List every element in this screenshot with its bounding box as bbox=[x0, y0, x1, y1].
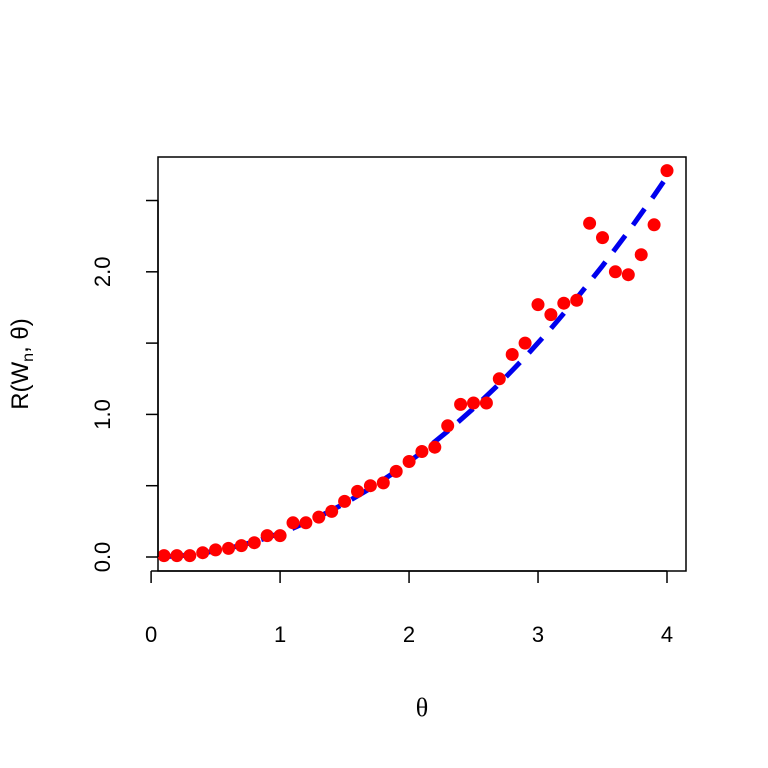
data-point bbox=[596, 231, 609, 245]
x-tick-label: 0 bbox=[145, 622, 157, 647]
data-point bbox=[531, 298, 545, 312]
data-point bbox=[260, 529, 274, 543]
data-point bbox=[544, 308, 558, 322]
data-point bbox=[428, 440, 442, 454]
x-tick-label: 2 bbox=[403, 622, 415, 647]
data-point bbox=[467, 396, 480, 410]
data-point bbox=[247, 536, 261, 550]
x-tick-label: 4 bbox=[661, 622, 673, 647]
data-point bbox=[492, 372, 506, 386]
data-point bbox=[376, 476, 390, 490]
fit-curve-layer bbox=[163, 175, 670, 560]
data-point bbox=[209, 543, 223, 557]
y-tick-label: 0.0 bbox=[90, 542, 115, 573]
data-point bbox=[402, 455, 416, 468]
data-point bbox=[157, 549, 171, 563]
data-points-layer bbox=[157, 164, 674, 563]
x-tick-label: 1 bbox=[274, 622, 286, 647]
y-axis-title-rest: , θ) bbox=[7, 318, 34, 353]
data-point bbox=[273, 529, 287, 543]
data-point bbox=[570, 293, 584, 307]
data-point bbox=[222, 541, 235, 555]
data-point bbox=[183, 549, 197, 563]
y-tick-label: 1.0 bbox=[90, 399, 115, 430]
data-point bbox=[583, 216, 597, 230]
data-point bbox=[351, 484, 364, 498]
data-point bbox=[634, 248, 648, 262]
data-point bbox=[608, 265, 622, 279]
data-point bbox=[338, 494, 352, 508]
data-point bbox=[441, 419, 455, 433]
y-axis-title-main: R(W bbox=[7, 361, 34, 409]
data-point bbox=[415, 445, 429, 458]
data-point bbox=[363, 479, 377, 493]
data-point bbox=[389, 464, 403, 478]
y-axis-title: R(Wn, θ) bbox=[7, 318, 37, 410]
plot-box bbox=[157, 156, 687, 572]
data-point bbox=[647, 218, 661, 232]
x-axis: 0 1 2 3 4 bbox=[145, 570, 673, 647]
data-point bbox=[479, 396, 493, 410]
data-point bbox=[312, 510, 326, 524]
x-tick-label: 3 bbox=[532, 622, 544, 647]
y-axis: 0.0 1.0 2.0 bbox=[90, 199, 159, 573]
data-point bbox=[518, 336, 532, 350]
data-point bbox=[660, 164, 674, 178]
data-point bbox=[196, 546, 210, 560]
data-point bbox=[286, 516, 300, 530]
data-point bbox=[299, 516, 313, 530]
y-axis-title-sub: n bbox=[20, 353, 37, 362]
data-point bbox=[454, 397, 468, 411]
data-point bbox=[557, 296, 571, 310]
data-point bbox=[325, 504, 339, 518]
data-point bbox=[505, 348, 519, 361]
data-point bbox=[170, 549, 184, 563]
data-point bbox=[234, 539, 248, 553]
fit-curve bbox=[163, 175, 670, 560]
x-axis-title: θ bbox=[416, 693, 428, 722]
y-tick-label: 2.0 bbox=[90, 257, 115, 288]
data-point bbox=[621, 268, 635, 282]
